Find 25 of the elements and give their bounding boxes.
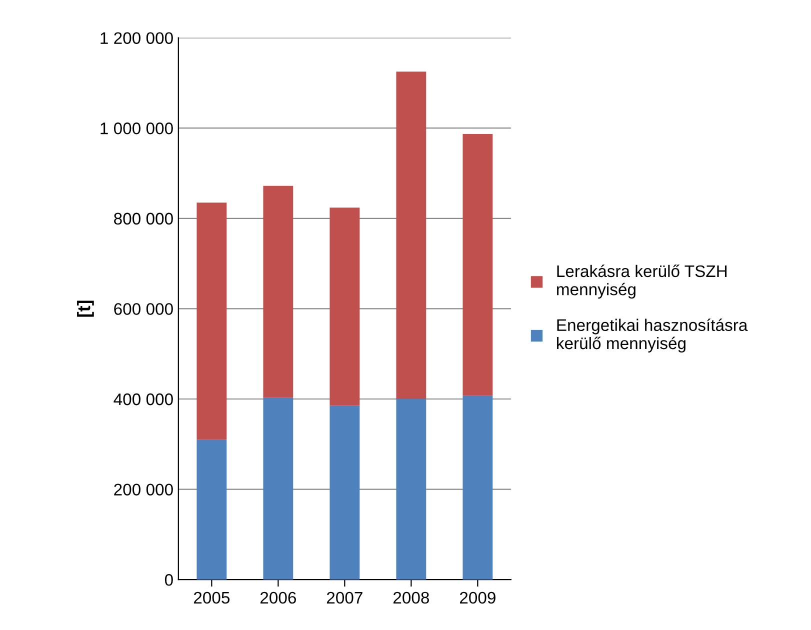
legend-label: Lerakásra kerülő TSZH mennyiség [557, 264, 727, 299]
y-tick-label: 1 000 000 [100, 122, 173, 134]
bar [263, 398, 294, 580]
x-tick-label: 2005 [194, 592, 230, 604]
bar [462, 134, 493, 396]
legend-label: Energetikai hasznosításra kerülő mennyiség [557, 318, 748, 353]
y-axis-title: [t] [77, 300, 94, 317]
bar [263, 186, 294, 398]
y-tick-label: 1 200 000 [100, 32, 173, 44]
y-tick-label: 0 [164, 574, 173, 586]
y-tick-label: 600 000 [114, 303, 173, 315]
y-tick-label: 200 000 [114, 484, 173, 496]
bar [330, 406, 360, 580]
bar [396, 72, 426, 399]
y-tick-label: 800 000 [114, 212, 173, 225]
bar [462, 396, 493, 580]
bar [330, 208, 360, 406]
x-tick-label: 2009 [460, 592, 496, 604]
bar [196, 440, 227, 580]
x-tick-label: 2007 [326, 592, 362, 604]
bar [396, 399, 426, 580]
y-tick-label: 400 000 [114, 393, 173, 406]
x-tick-label: 2006 [260, 592, 296, 604]
bar [196, 202, 227, 440]
x-tick-label: 2008 [393, 592, 429, 604]
